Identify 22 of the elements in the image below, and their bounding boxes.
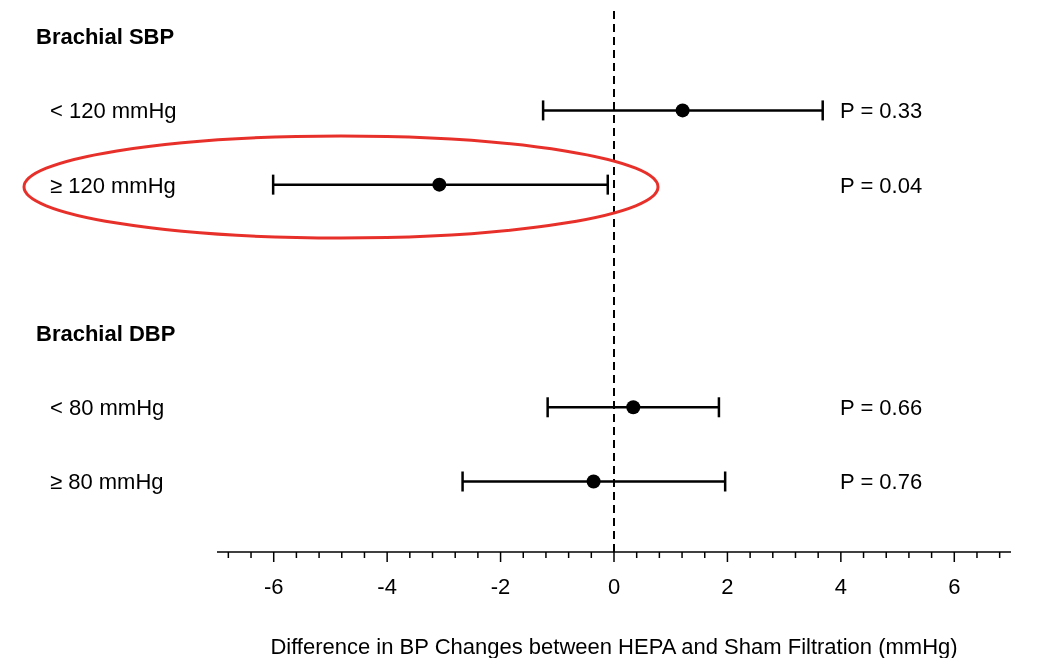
point [432, 177, 447, 192]
annotation: P = 0.66 [840, 395, 923, 421]
x-tick-label: -4 [377, 574, 397, 599]
point [586, 474, 601, 489]
x-tick-label: 6 [948, 574, 961, 599]
y-tick-label: < 120 mmHg [50, 98, 177, 124]
y-tick-label: Brachial DBP [36, 321, 176, 347]
x-tick-label: 4 [834, 574, 847, 599]
y-tick-label: < 80 mmHg [50, 395, 165, 421]
x-tick-label: 0 [607, 574, 621, 599]
annotation: P = 0.04 [840, 172, 923, 198]
x-tick-label: 2 [721, 574, 734, 599]
x-axis-title: Difference in BP Changes between HEPA and Sham Filtration (mmHg) [270, 634, 958, 659]
y-tick-label: ≥ 120 mmHg [50, 172, 176, 198]
x-tick-label: -2 [490, 574, 511, 599]
point [675, 103, 690, 118]
y-tick-label: ≥ 80 mmHg [50, 469, 164, 495]
x-tick-label: -6 [263, 574, 284, 599]
annotation: P = 0.76 [840, 469, 923, 495]
annotation: P = 0.33 [840, 98, 923, 124]
point [626, 400, 641, 415]
y-tick-label: Brachial SBP [36, 24, 175, 50]
